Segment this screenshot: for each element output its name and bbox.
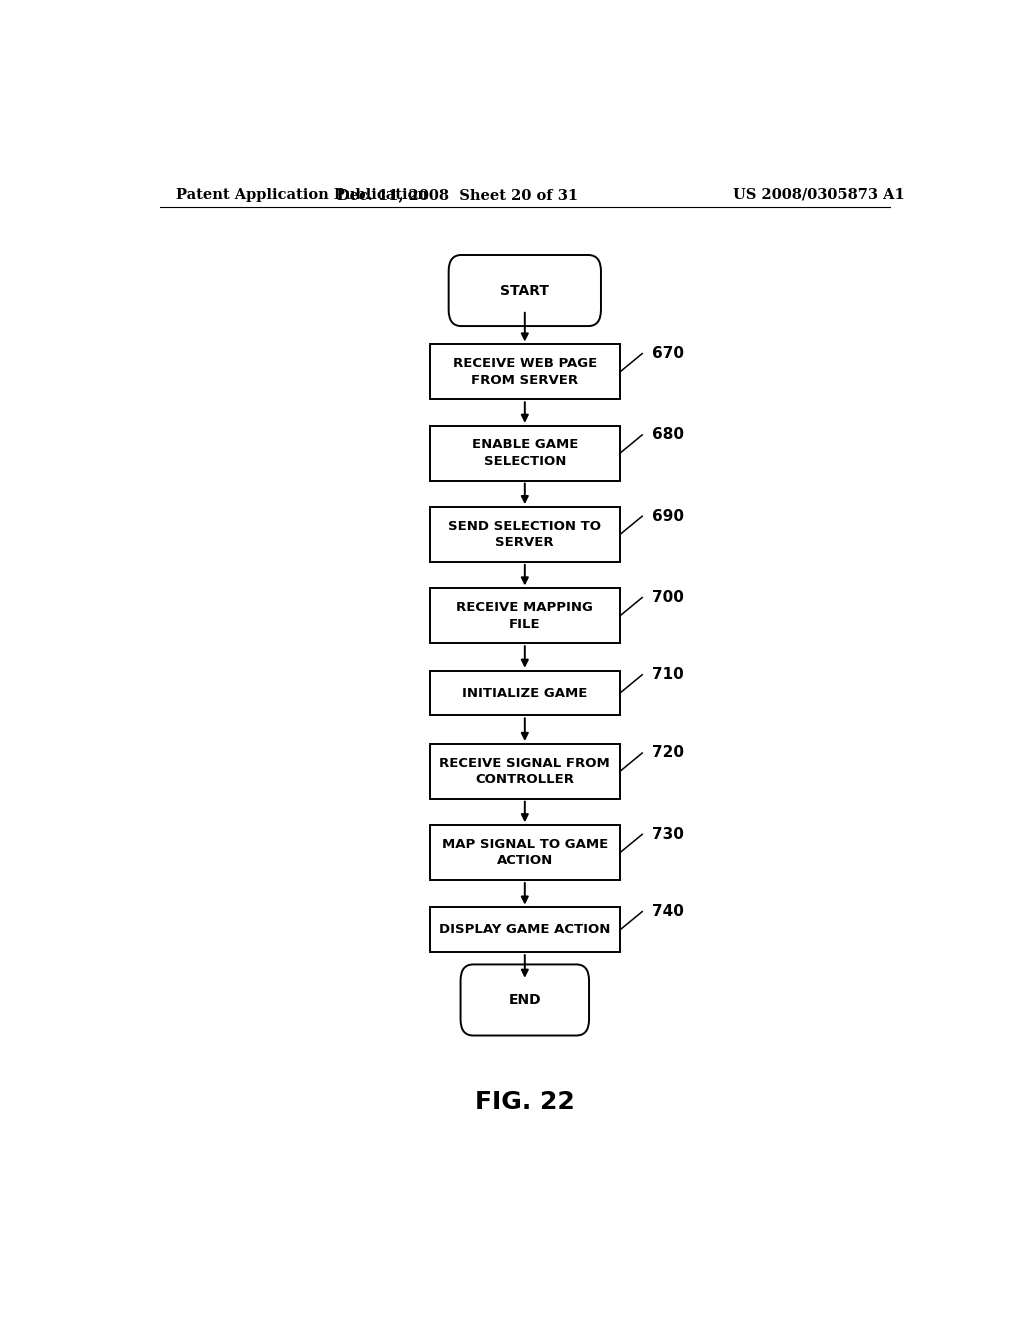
Bar — [430, 345, 621, 399]
Text: ENABLE GAME
SELECTION: ENABLE GAME SELECTION — [472, 438, 578, 467]
Text: RECEIVE WEB PAGE
FROM SERVER: RECEIVE WEB PAGE FROM SERVER — [453, 358, 597, 387]
Text: 730: 730 — [652, 826, 684, 842]
FancyBboxPatch shape — [461, 965, 589, 1035]
Text: US 2008/0305873 A1: US 2008/0305873 A1 — [732, 187, 904, 202]
Bar — [430, 589, 621, 643]
Text: START: START — [501, 284, 549, 297]
Text: SEND SELECTION TO
SERVER: SEND SELECTION TO SERVER — [449, 520, 601, 549]
Text: 700: 700 — [652, 590, 684, 605]
Text: Patent Application Publication: Patent Application Publication — [176, 187, 428, 202]
Bar — [430, 671, 621, 715]
Text: 670: 670 — [652, 346, 684, 362]
Text: RECEIVE SIGNAL FROM
CONTROLLER: RECEIVE SIGNAL FROM CONTROLLER — [439, 756, 610, 785]
Bar — [430, 507, 621, 562]
Text: 710: 710 — [652, 667, 684, 682]
Text: Dec. 11, 2008  Sheet 20 of 31: Dec. 11, 2008 Sheet 20 of 31 — [337, 187, 578, 202]
Bar — [430, 744, 621, 799]
Text: DISPLAY GAME ACTION: DISPLAY GAME ACTION — [439, 924, 610, 936]
Text: END: END — [509, 993, 541, 1007]
Text: MAP SIGNAL TO GAME
ACTION: MAP SIGNAL TO GAME ACTION — [441, 838, 608, 867]
Bar — [430, 907, 621, 952]
Text: 740: 740 — [652, 904, 684, 919]
Text: 720: 720 — [652, 746, 684, 760]
Bar — [430, 825, 621, 880]
Text: 690: 690 — [652, 508, 684, 524]
FancyBboxPatch shape — [449, 255, 601, 326]
Text: FIG. 22: FIG. 22 — [475, 1089, 574, 1114]
Text: INITIALIZE GAME: INITIALIZE GAME — [462, 686, 588, 700]
Text: RECEIVE MAPPING
FILE: RECEIVE MAPPING FILE — [457, 601, 593, 631]
Bar — [430, 426, 621, 480]
Text: 680: 680 — [652, 428, 684, 442]
